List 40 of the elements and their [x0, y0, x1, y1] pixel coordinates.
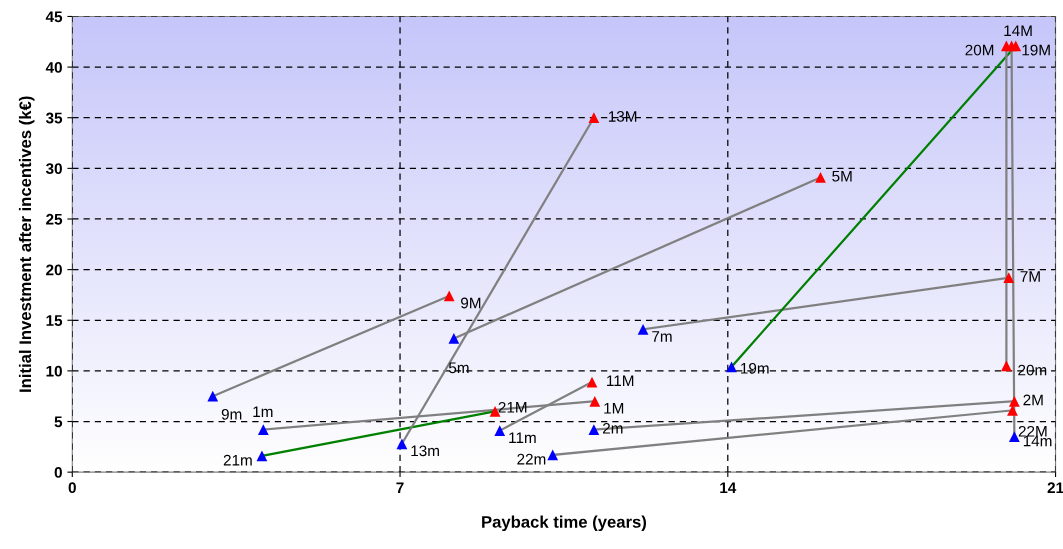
x-tick-label: 7 — [396, 482, 404, 493]
annotation: 19M — [1022, 44, 1050, 56]
annotation: 7m — [652, 331, 672, 342]
annotation: 19m — [741, 362, 769, 374]
annotation: 1m — [253, 406, 273, 417]
annotation: 1M — [604, 403, 624, 414]
y-axis-title: Initial Investment after incentives (k€) — [18, 96, 35, 392]
x-tick-label: 0 — [68, 482, 76, 494]
annotation: 20m — [1018, 364, 1047, 376]
annotation: 21m — [223, 454, 252, 466]
annotation: 22m — [517, 453, 546, 465]
annotation: 11m — [509, 432, 536, 443]
annotation: 2m — [602, 422, 623, 434]
y-tick-label: 20 — [46, 264, 62, 276]
x-axis-title: Payback time (years) — [482, 515, 647, 532]
annotation: 9M — [461, 297, 481, 309]
y-tick-label: 15 — [46, 315, 63, 326]
y-tick-label: 30 — [45, 163, 62, 175]
annotation: 2M — [1023, 394, 1043, 406]
annotation: 22M — [1018, 425, 1047, 437]
annotation: 5m — [448, 362, 469, 374]
annotation: 11M — [607, 375, 634, 386]
y-tick-label: 10 — [46, 365, 62, 377]
annotation: 14m — [1023, 435, 1052, 447]
annotation: 20M — [965, 44, 994, 56]
y-tick-label: 25 — [46, 213, 63, 225]
y-tick-label: 45 — [45, 11, 63, 23]
y-tick-label: 40 — [45, 61, 62, 73]
annotation: 13M — [608, 111, 637, 122]
annotation: 13m — [411, 445, 439, 457]
annotation: 5M — [832, 170, 852, 182]
y-tick-label: 5 — [54, 416, 63, 428]
y-tick-label: 0 — [54, 467, 62, 478]
x-tick-label: 14 — [720, 482, 737, 493]
x-tick-label: 21 — [1047, 482, 1063, 493]
annotation: 14M — [1004, 25, 1032, 36]
annotation: 21M — [498, 401, 527, 413]
y-tick-label: 35 — [45, 112, 63, 124]
annotation: 7M — [1020, 271, 1040, 282]
annotation: 9m — [221, 408, 242, 420]
